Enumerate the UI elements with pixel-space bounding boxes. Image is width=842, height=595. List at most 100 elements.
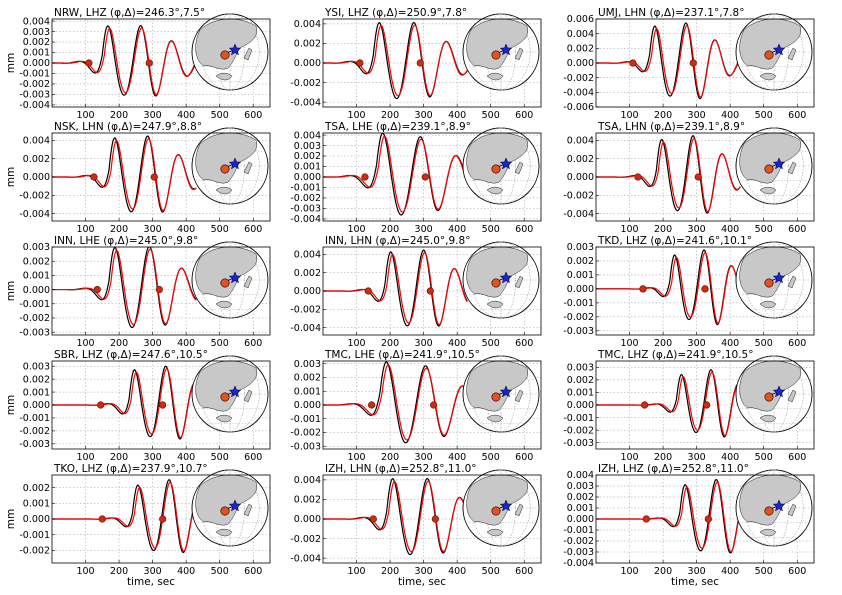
panel-izh-lhz: 100 200 300 400 500 600 0.0040.0030.0020.0010.… [563,463,815,588]
y-tick-label: 0.000 [294,286,321,297]
x-tick-label: 200 [654,452,672,463]
x-tick-label: 100 [347,452,365,463]
phase-marker [629,59,637,67]
x-tick-label: 200 [654,338,672,349]
x-tick-label: 500 [211,566,229,577]
y-axis-label: mm [5,395,17,415]
x-tick-label: 300 [144,452,162,463]
globe-map-icon [735,469,813,547]
panel-title: NSK, LHN (φ,Δ)=247.9°,8.8° [54,121,202,133]
globe-map-icon [191,469,269,547]
star-event-marker-icon [772,157,786,170]
station-dot-icon [764,392,774,402]
station-dot-icon [491,164,501,174]
synthetic-trace [596,137,741,213]
y-tick-label: 0.004 [294,250,321,261]
synthetic-trace [596,252,741,324]
y-tick-label: 0.000 [294,514,321,525]
y-tick-label: -0.001 [19,69,50,80]
globe-map-icon [191,241,269,319]
y-tick-label: -0.004 [290,553,321,564]
y-tick-label: 0.003 [294,359,321,370]
globe-map-icon [735,355,813,433]
globe-map-icon [462,13,540,91]
y-tick-label: -0.001 [290,414,321,425]
synthetic-trace [596,371,741,437]
traces [596,478,741,554]
station-dot-icon [491,278,501,288]
x-tick-label: 400 [448,110,466,121]
x-tick-label: 600 [244,224,262,235]
observed-trace [323,22,468,100]
star-event-marker-icon [772,499,786,512]
station-dot-icon [764,50,774,60]
traces [52,135,197,213]
phase-marker [97,401,105,409]
x-tick-label: 200 [381,566,399,577]
phase-marker [641,401,649,409]
phase-marker [150,173,158,181]
y-tick-label: 0.000 [23,285,50,296]
panel-title: NRW, LHZ (φ,Δ)=246.3°,7.5° [54,7,205,19]
y-tick-label: 0.002 [567,492,594,503]
x-tick-label: 600 [788,224,806,235]
x-tick-label: 300 [415,224,433,235]
y-tick-label: -0.002 [19,313,50,324]
panel-sbr-lhz: 100 200 300 400 500 600 0.003 0.002 0.001 0.000 -0… [5,349,271,463]
y-tick-label: 0.004 [294,19,321,30]
observed-trace [52,365,197,440]
globe-map-icon [735,241,813,319]
x-tick-label: 500 [211,338,229,349]
phase-marker [145,59,153,67]
x-axis-label: time, sec [398,576,446,588]
observed-trace [596,478,741,554]
y-tick-label: 0.002 [567,375,594,386]
y-tick-label: 0.004 [23,136,50,147]
panel-nsk-lhn: 100 200 300 400 500 600 0.004 0.002 0.000 -0.002 -… [5,121,271,235]
y-tick-label: -0.002 [563,312,594,323]
y-tick-label: 0.000 [567,514,594,525]
station-dot-icon [220,392,230,402]
y-tick-label: 0.001 [23,387,50,398]
x-tick-label: 300 [688,452,706,463]
x-tick-label: 600 [244,566,262,577]
y-tick-label: -0.004 [563,558,594,569]
panel-inn-lhe: 100 200 300 400 500 600 0.003 0.002 0.001 0.000 -0… [5,235,271,349]
x-tick-label: 500 [482,224,500,235]
x-tick-label: 100 [76,566,94,577]
x-tick-label: 400 [448,566,466,577]
globe-map-icon [735,127,813,205]
x-tick-label: 100 [76,338,94,349]
y-tick-label: -0.004 [19,209,50,220]
x-tick-label: 200 [110,566,128,577]
x-tick-label: 100 [620,338,638,349]
y-tick-label: 0.003 [294,141,321,152]
x-tick-label: 600 [788,110,806,121]
phase-marker [703,401,711,409]
star-event-marker-icon [228,271,242,284]
y-tick-label: 0.000 [23,514,50,525]
station-dot-icon [220,164,230,174]
y-tick-label: 0.002 [294,39,321,50]
y-tick-label: -0.001 [563,298,594,309]
panel-tsa-lhe: 100 200 300 400 500 600 0.0040.0030.0020.0010.… [290,121,542,235]
star-event-marker-icon [499,499,513,512]
x-tick-label: 400 [177,224,195,235]
panel-ysi-lhz: 100 200 300 400 500 600 0.004 0.002 0.000 -0.002 -… [290,7,542,121]
phase-marker [421,173,429,181]
x-tick-label: 600 [515,452,533,463]
station-dot-icon [491,392,501,402]
y-tick-label: 0.000 [567,172,594,183]
y-tick-label: 0.003 [567,362,594,373]
y-axis-label: mm [5,509,17,529]
globe-map-icon [462,241,540,319]
panel-title: TMC, LHE (φ,Δ)=241.9°,10.5° [324,349,480,361]
station-dot-icon [764,506,774,516]
y-tick-label: 0.002 [23,154,50,165]
y-tick-label: -0.004 [290,214,321,225]
x-tick-label: 400 [448,452,466,463]
star-event-marker-icon [228,157,242,170]
y-tick-label: -0.001 [19,299,50,310]
x-tick-label: 500 [482,566,500,577]
y-tick-label: -0.001 [290,183,321,194]
